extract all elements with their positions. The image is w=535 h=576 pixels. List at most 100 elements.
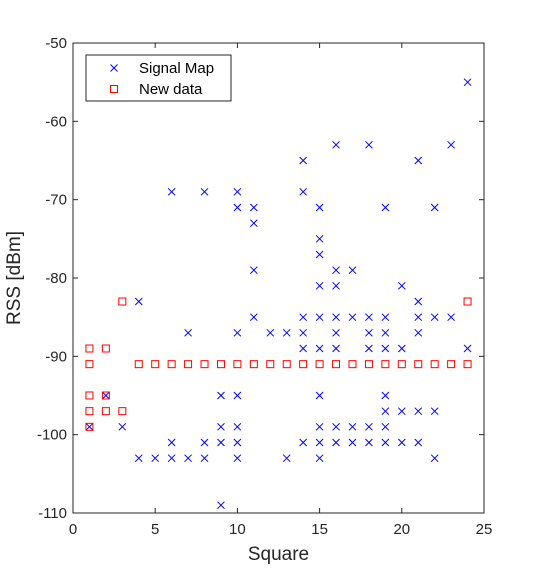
new-data-point [332, 360, 341, 369]
signal-map-point [332, 140, 340, 149]
y-tick-label: -70 [45, 192, 67, 209]
signal-map-point [414, 313, 423, 322]
new-data-point [134, 360, 143, 369]
signal-map-point [167, 454, 176, 463]
signal-map-point [414, 297, 423, 306]
signal-map-point [167, 438, 176, 447]
new-data-point [447, 360, 456, 369]
signal-map-point [233, 187, 242, 196]
signal-map-point [315, 454, 324, 463]
x-axis-label: Square [248, 544, 309, 565]
signal-map-point [381, 328, 390, 337]
y-tick-label: -50 [45, 35, 67, 52]
signal-map-point [217, 391, 225, 400]
signal-map-point [365, 140, 373, 149]
legend-x-marker [110, 64, 118, 72]
signal-map-point [365, 422, 373, 431]
signal-map-point [102, 391, 110, 400]
y-axis-label: RSS [dBm] [4, 231, 25, 325]
signal-map-point [397, 407, 406, 416]
signal-map-point [332, 422, 340, 431]
legend-label-new-data: New data [139, 81, 203, 98]
signal-map-point [332, 313, 340, 322]
new-data-point [118, 297, 127, 306]
signal-map-point [397, 438, 406, 447]
x-tick-label: 25 [476, 521, 493, 538]
signal-map-point [463, 344, 472, 353]
signal-map-point [315, 203, 324, 212]
signal-map-point [365, 438, 373, 447]
signal-map-point [447, 313, 455, 322]
new-data-point [282, 360, 291, 369]
x-axis: 0 5 10 15 20 25 [69, 43, 493, 538]
signal-map-point [134, 454, 143, 463]
signal-map-point [414, 407, 423, 416]
signal-map-point [134, 297, 143, 306]
signal-map-point [299, 328, 308, 337]
signal-map-point [381, 344, 390, 353]
signal-map-point [315, 344, 324, 353]
x-tick-label: 15 [311, 521, 328, 538]
signal-map-point [200, 438, 209, 447]
new-data-point [85, 391, 94, 400]
signal-map-point [249, 266, 258, 275]
new-data-point [315, 360, 324, 369]
y-tick-label: -110 [38, 505, 67, 522]
new-data-point [299, 360, 308, 369]
signal-map-point [299, 344, 308, 353]
new-data-point [101, 391, 110, 400]
signal-map-point [348, 266, 357, 275]
signal-map-point [217, 422, 225, 431]
new-data-point [397, 360, 406, 369]
signal-map-point [381, 203, 390, 212]
y-tick-label: -80 [45, 270, 67, 287]
signal-map-point [315, 234, 324, 243]
signal-map-point [85, 422, 94, 431]
new-data-point [414, 360, 423, 369]
signal-map-point [381, 391, 390, 400]
signal-map-point [249, 313, 258, 322]
signal-map-point [217, 438, 225, 447]
signal-map-point [233, 422, 242, 431]
new-data-point [348, 360, 357, 369]
new-data-point [364, 360, 373, 369]
signal-map-point [249, 203, 258, 212]
new-data-point [85, 407, 94, 416]
signal-map-point [447, 140, 455, 149]
signal-map-point [151, 454, 160, 463]
x-tick-label: 0 [69, 521, 77, 538]
signal-map-point [315, 250, 324, 259]
signal-map-point [332, 281, 340, 290]
signal-map-point [365, 344, 373, 353]
new-data-point [184, 360, 193, 369]
signal-map-point [299, 187, 308, 196]
signal-map-point [282, 454, 291, 463]
signal-map-point [118, 422, 127, 431]
signal-map-point [249, 219, 258, 228]
signal-map-point [200, 454, 209, 463]
new-data-point [216, 360, 225, 369]
new-data-point [101, 407, 110, 416]
new-data-point [463, 297, 472, 306]
signal-map-point [414, 156, 423, 165]
legend-marker-signal-map [110, 64, 118, 72]
x-tick-label: 10 [229, 521, 246, 538]
new-data-point [118, 407, 127, 416]
signal-map-point [233, 438, 242, 447]
signal-map-point [233, 328, 242, 337]
signal-map-point [332, 438, 340, 447]
signal-map-point [233, 391, 242, 400]
signal-map-point [381, 422, 390, 431]
new-data-point [167, 360, 176, 369]
legend-marker-new-data [110, 85, 118, 93]
new-data-point [200, 360, 209, 369]
signal-map-point [397, 344, 406, 353]
signal-map-point [332, 328, 340, 337]
signal-map-point [315, 313, 324, 322]
new-data-point [381, 360, 390, 369]
signal-map-point [282, 328, 291, 337]
signal-map-point [315, 438, 324, 447]
signal-map-point [266, 328, 275, 337]
signal-map-point [332, 266, 340, 275]
